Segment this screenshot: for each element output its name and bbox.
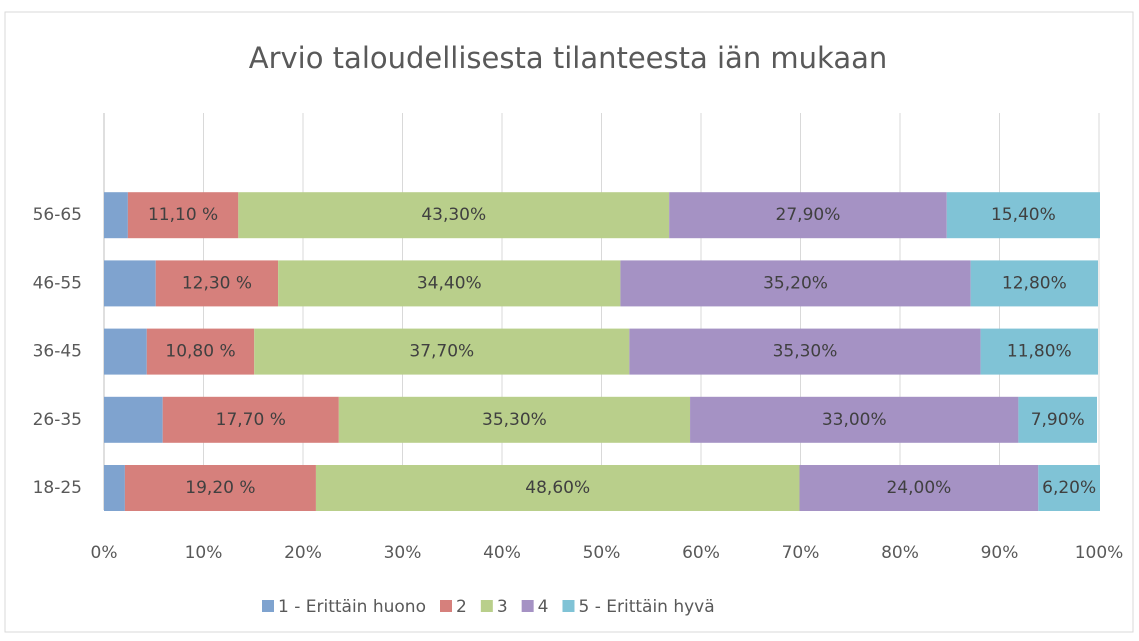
data-label: 37,70% bbox=[409, 342, 474, 362]
legend-label: 2 bbox=[456, 597, 467, 617]
y-tick-label: 46-55 bbox=[33, 273, 82, 293]
data-label: 12,30 % bbox=[182, 273, 252, 293]
legend-swatch bbox=[562, 600, 575, 612]
bar-segment bbox=[104, 328, 147, 375]
bar-segment bbox=[1018, 396, 1098, 443]
y-tick-label: 36-45 bbox=[33, 342, 82, 362]
bar-segment bbox=[669, 192, 947, 239]
data-label: 7,90% bbox=[1031, 410, 1085, 430]
data-label: 43,30% bbox=[421, 205, 486, 225]
y-tick-label: 56-65 bbox=[33, 205, 82, 225]
legend-swatch bbox=[440, 600, 452, 612]
bar-segment bbox=[1038, 465, 1100, 511]
legend-label: 3 bbox=[497, 597, 508, 617]
x-tick-label: 20% bbox=[284, 543, 322, 563]
data-label: 19,20 % bbox=[185, 478, 255, 498]
chart-title: Arvio taloudellisesta tilanteesta iän mu… bbox=[249, 41, 888, 75]
data-label: 6,20% bbox=[1042, 478, 1096, 498]
bar-segment bbox=[338, 396, 691, 443]
data-label: 11,80% bbox=[1007, 342, 1072, 362]
bar-segment bbox=[124, 465, 316, 511]
bar-segment bbox=[799, 465, 1039, 511]
bar-segment bbox=[620, 260, 971, 307]
bar-segment bbox=[162, 396, 339, 443]
data-label: 10,80 % bbox=[165, 342, 235, 362]
bar-segment bbox=[970, 260, 1099, 307]
data-label: 35,30% bbox=[482, 410, 547, 430]
data-label: 33,00% bbox=[822, 410, 887, 430]
x-tick-label: 90% bbox=[981, 543, 1019, 563]
x-tick-label: 70% bbox=[782, 543, 820, 563]
bar-segment bbox=[146, 328, 255, 375]
bar-segment bbox=[238, 192, 670, 239]
data-label: 15,40% bbox=[991, 205, 1056, 225]
x-tick-label: 50% bbox=[583, 543, 621, 563]
data-label: 17,70 % bbox=[216, 410, 286, 430]
legend-label: 5 - Erittäin hyvä bbox=[578, 597, 714, 617]
bar-segment bbox=[127, 192, 239, 239]
data-label: 34,40% bbox=[417, 273, 482, 293]
x-tick-label: 100% bbox=[1075, 543, 1124, 563]
y-tick-label: 18-25 bbox=[33, 478, 82, 498]
y-tick-label: 26-35 bbox=[33, 410, 82, 430]
legend-swatch bbox=[262, 600, 274, 612]
data-label: 24,00% bbox=[886, 478, 951, 498]
legend-label: 1 - Erittäin huono bbox=[278, 597, 426, 617]
x-tick-label: 80% bbox=[881, 543, 919, 563]
bar-segment bbox=[104, 192, 128, 239]
legend-swatch bbox=[480, 600, 493, 612]
bar-segment bbox=[629, 328, 981, 375]
bar-segment bbox=[254, 328, 630, 375]
bar-segment bbox=[155, 260, 279, 307]
x-tick-label: 30% bbox=[384, 543, 422, 563]
data-label: 35,20% bbox=[763, 273, 828, 293]
x-tick-label: 10% bbox=[185, 543, 223, 563]
bar-segment bbox=[278, 260, 621, 307]
data-label: 27,90% bbox=[776, 205, 841, 225]
bar-segment bbox=[980, 328, 1099, 375]
legend-swatch bbox=[521, 600, 534, 612]
bar-segment bbox=[104, 465, 125, 511]
chart-frame bbox=[4, 11, 1134, 633]
bar-segment bbox=[690, 396, 1019, 443]
legend-label: 4 bbox=[538, 597, 549, 617]
bar-segment bbox=[104, 396, 163, 443]
x-tick-label: 0% bbox=[91, 543, 118, 563]
data-label: 11,10 % bbox=[148, 205, 218, 225]
bar-segment bbox=[315, 465, 800, 511]
x-tick-label: 60% bbox=[682, 543, 720, 563]
data-label: 48,60% bbox=[525, 478, 590, 498]
data-label: 12,80% bbox=[1002, 273, 1067, 293]
data-label: 35,30% bbox=[773, 342, 838, 362]
bar-segment bbox=[104, 260, 156, 307]
x-tick-label: 40% bbox=[483, 543, 521, 563]
bar-segment bbox=[946, 192, 1100, 239]
